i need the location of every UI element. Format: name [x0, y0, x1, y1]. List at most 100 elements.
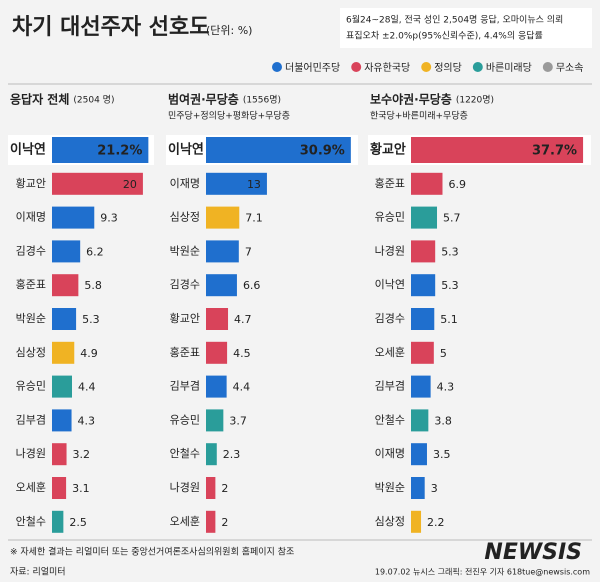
bar — [411, 409, 429, 432]
value-label: 30.9% — [300, 144, 345, 159]
bar — [411, 206, 438, 229]
panel-title: 보수야권·무당층 — [370, 92, 452, 107]
title: 차기 대선주자 선호도 — [12, 15, 209, 40]
legend-swatch — [542, 62, 553, 72]
bar — [52, 206, 95, 229]
bar — [411, 510, 422, 533]
legend-label: 바른미래당 — [486, 62, 532, 74]
value-label: 4.9 — [80, 347, 98, 360]
value-label: 3.5 — [433, 448, 451, 461]
bar — [206, 137, 351, 163]
candidate-name: 김경수 — [375, 312, 405, 325]
legend-swatch — [472, 62, 483, 72]
value-label: 5.3 — [441, 245, 459, 258]
bar — [206, 308, 229, 330]
candidate-name: 나경원 — [375, 244, 405, 257]
value-label: 3 — [431, 482, 438, 495]
candidate-name: 홍준표 — [16, 277, 46, 291]
value-label: 20 — [123, 178, 137, 191]
value-label: 5.7 — [443, 212, 461, 225]
candidate-name: 김경수 — [16, 244, 46, 257]
bar — [206, 341, 228, 364]
bar — [411, 274, 436, 297]
value-label: 4.4 — [78, 381, 96, 394]
legend-label: 더불어민주당 — [285, 62, 340, 74]
candidate-name: 안철수 — [16, 515, 46, 528]
value-label: 2.3 — [223, 448, 241, 461]
bar — [52, 137, 149, 163]
value-label: 5.8 — [84, 279, 102, 292]
candidate-name: 나경원 — [170, 481, 200, 494]
bar — [411, 341, 434, 364]
leader-name: 황교안 — [370, 142, 406, 158]
unit: (단위: %) — [206, 24, 252, 37]
bar — [411, 375, 431, 398]
bar — [206, 443, 217, 466]
value-label: 2.2 — [427, 516, 445, 529]
panel-title: 범여권·무당층 — [168, 92, 239, 107]
panel-title: 응답자 전체 — [10, 92, 69, 107]
candidate-name: 오세훈 — [170, 515, 200, 528]
bar — [411, 308, 435, 330]
value-label: 3.1 — [72, 482, 90, 495]
value-label: 2 — [221, 482, 228, 495]
value-label: 4.4 — [233, 381, 251, 394]
candidate-name: 홍준표 — [375, 176, 405, 190]
value-label: 2 — [221, 516, 228, 529]
value-label: 6.6 — [243, 279, 261, 292]
bar — [411, 240, 436, 263]
bar — [52, 172, 143, 195]
candidate-name: 김부겸 — [375, 380, 405, 393]
leader-name: 이낙연 — [10, 142, 46, 158]
bar — [411, 477, 425, 499]
value-label: 4.7 — [234, 313, 252, 326]
candidate-name: 이재명 — [170, 177, 200, 190]
panel-sample: (1556명) — [243, 95, 281, 106]
candidate-name: 이재명 — [16, 211, 46, 224]
legend-swatch — [272, 62, 282, 72]
bar — [206, 409, 224, 432]
value-label: 3.7 — [229, 414, 247, 427]
note-line: 표집오차 ±2.0%p(95%신뢰수준), 4.4%의 응답률 — [346, 30, 543, 42]
bar — [52, 274, 79, 297]
source: 자료: 리얼미터 — [10, 567, 66, 578]
candidate-name: 이낙연 — [375, 278, 405, 291]
bar — [206, 206, 240, 229]
value-label: 13 — [247, 178, 261, 191]
value-label: 5.3 — [441, 279, 459, 292]
value-label: 3.8 — [434, 414, 452, 427]
candidate-name: 황교안 — [170, 312, 200, 325]
candidate-name: 이재명 — [375, 447, 405, 460]
candidate-name: 김부겸 — [16, 413, 46, 426]
candidate-name: 황교안 — [16, 177, 46, 190]
value-label: 7.1 — [245, 212, 263, 225]
legend-label: 정의당 — [434, 62, 462, 74]
bar — [52, 341, 75, 364]
value-label: 4.3 — [437, 381, 455, 394]
candidate-name: 김부겸 — [170, 380, 200, 393]
note-line: 6월24~28일, 전국 성인 2,504명 응답, 오마이뉴스 의뢰 — [346, 14, 563, 26]
value-label: 9.3 — [100, 212, 118, 225]
value-label: 5.3 — [82, 313, 100, 326]
candidate-name: 박원순 — [170, 244, 200, 257]
bar — [52, 308, 77, 330]
panel-sample: (1220명) — [456, 95, 494, 106]
bar — [206, 477, 216, 499]
bar — [52, 375, 72, 398]
candidate-name: 박원순 — [16, 312, 46, 325]
candidate-name: 박원순 — [375, 481, 405, 494]
panel-sample: (2504 명) — [73, 95, 114, 106]
bar — [206, 172, 267, 195]
note-box — [340, 8, 592, 48]
legend-label: 무소속 — [556, 62, 584, 74]
panel-subtitle: 민주당+정의당+평화당+무당층 — [168, 111, 290, 122]
value-label: 5.1 — [440, 313, 458, 326]
candidate-name: 유승민 — [16, 380, 46, 393]
candidate-name: 유승민 — [375, 211, 405, 224]
panel-subtitle: 한국당+바른미래+무당층 — [370, 111, 468, 122]
value-label: 6.2 — [86, 245, 104, 258]
value-label: 6.9 — [448, 178, 466, 191]
candidate-name: 심상정 — [16, 346, 46, 359]
legend-swatch — [351, 62, 362, 72]
